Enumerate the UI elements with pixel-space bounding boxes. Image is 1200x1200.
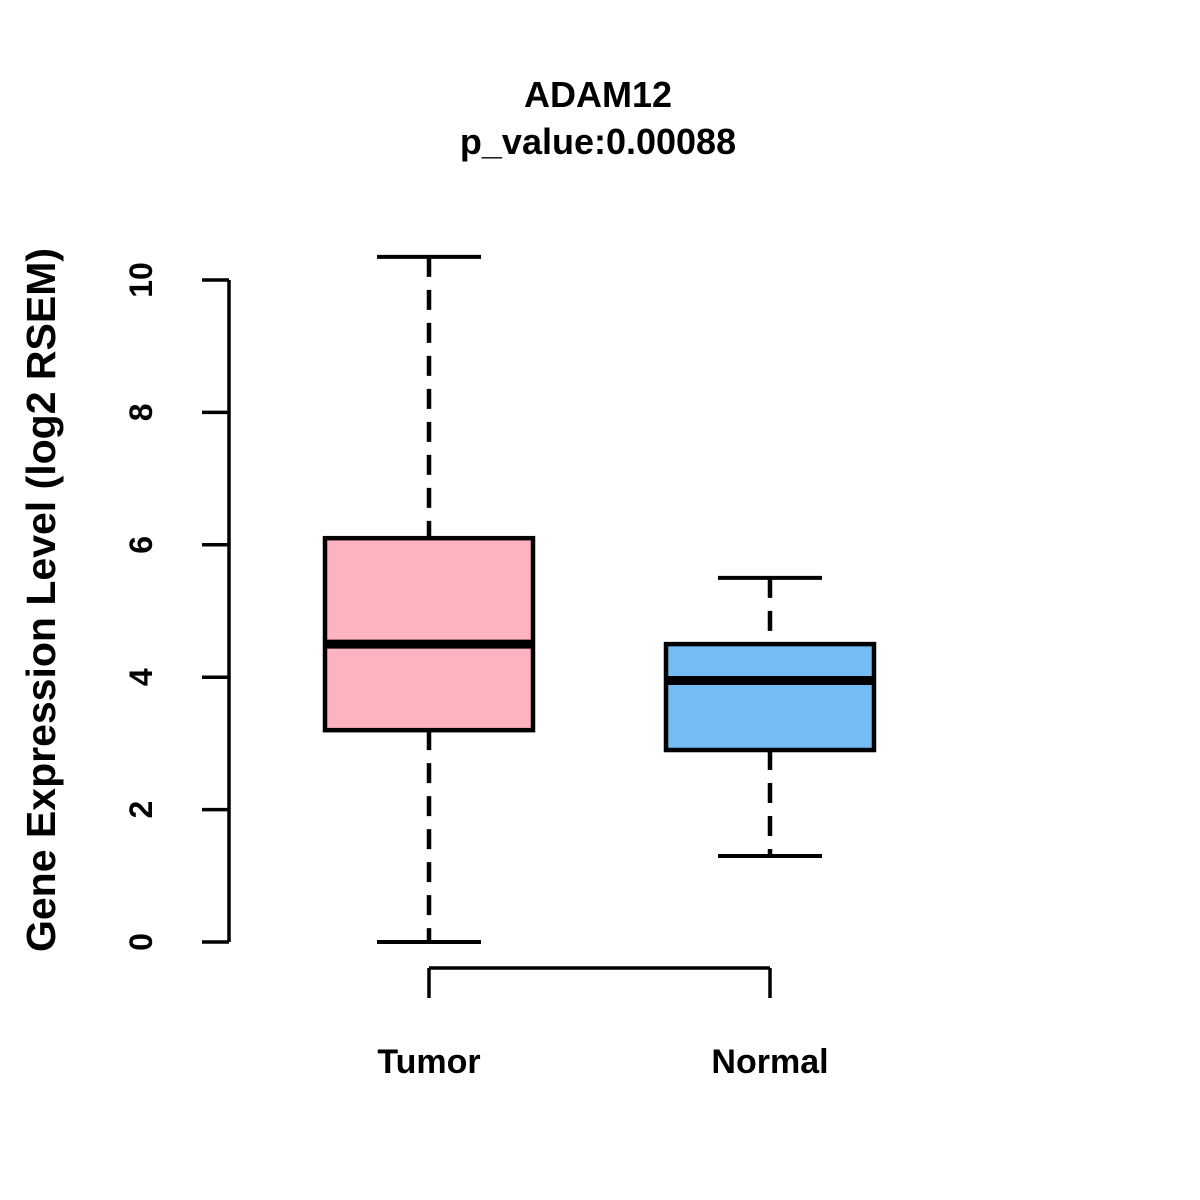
y-tick-label: 6 [123, 536, 159, 554]
category-label-normal: Normal [711, 1043, 828, 1081]
plot-area: 0 2 4 6 8 10 Tumor Normal [123, 254, 877, 1081]
y-tick-label: 4 [123, 668, 159, 686]
chart-subtitle: p_value:0.00088 [460, 121, 736, 162]
tumor-box [322, 535, 536, 733]
normal-box [663, 641, 877, 753]
chart-title: ADAM12 [524, 74, 672, 115]
y-tick-label: 0 [123, 933, 159, 951]
y-axis-label: Gene Expression Level (log2 RSEM) [18, 248, 64, 952]
y-tick-label: 2 [123, 801, 159, 819]
y-tick-label: 8 [123, 404, 159, 422]
y-tick-label: 10 [123, 262, 159, 298]
category-label-tumor: Tumor [377, 1043, 480, 1081]
